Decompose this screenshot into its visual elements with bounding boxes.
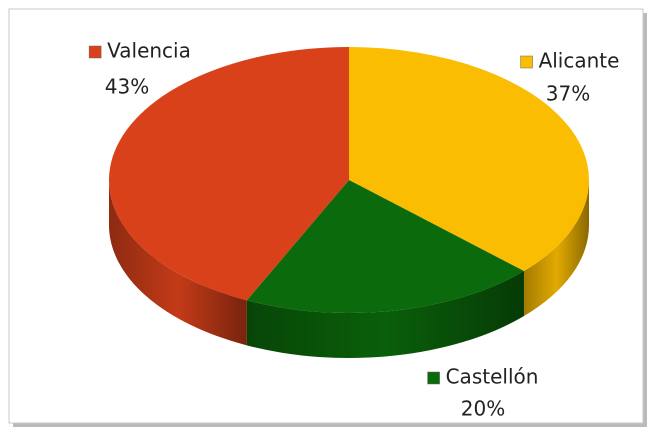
legend-swatch bbox=[88, 45, 102, 59]
category-label: Alicante bbox=[539, 49, 620, 73]
value-label: 20% bbox=[461, 397, 505, 421]
value-label: 37% bbox=[546, 82, 590, 106]
legend-swatch bbox=[520, 55, 533, 69]
slice bbox=[349, 47, 589, 272]
category-label: Castellón bbox=[446, 365, 539, 389]
legend-swatch bbox=[427, 371, 440, 385]
slice-side-shade bbox=[523, 180, 589, 317]
slice-side-shade bbox=[246, 271, 524, 358]
category-label: Valencia bbox=[107, 39, 191, 63]
slice bbox=[246, 180, 524, 314]
slice bbox=[109, 47, 349, 301]
value-label: 43% bbox=[105, 75, 149, 99]
slice-side-shade bbox=[109, 180, 247, 346]
